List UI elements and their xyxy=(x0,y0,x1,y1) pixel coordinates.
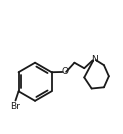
Text: O: O xyxy=(61,67,68,76)
Text: N: N xyxy=(91,55,97,64)
Text: Br: Br xyxy=(10,102,20,111)
